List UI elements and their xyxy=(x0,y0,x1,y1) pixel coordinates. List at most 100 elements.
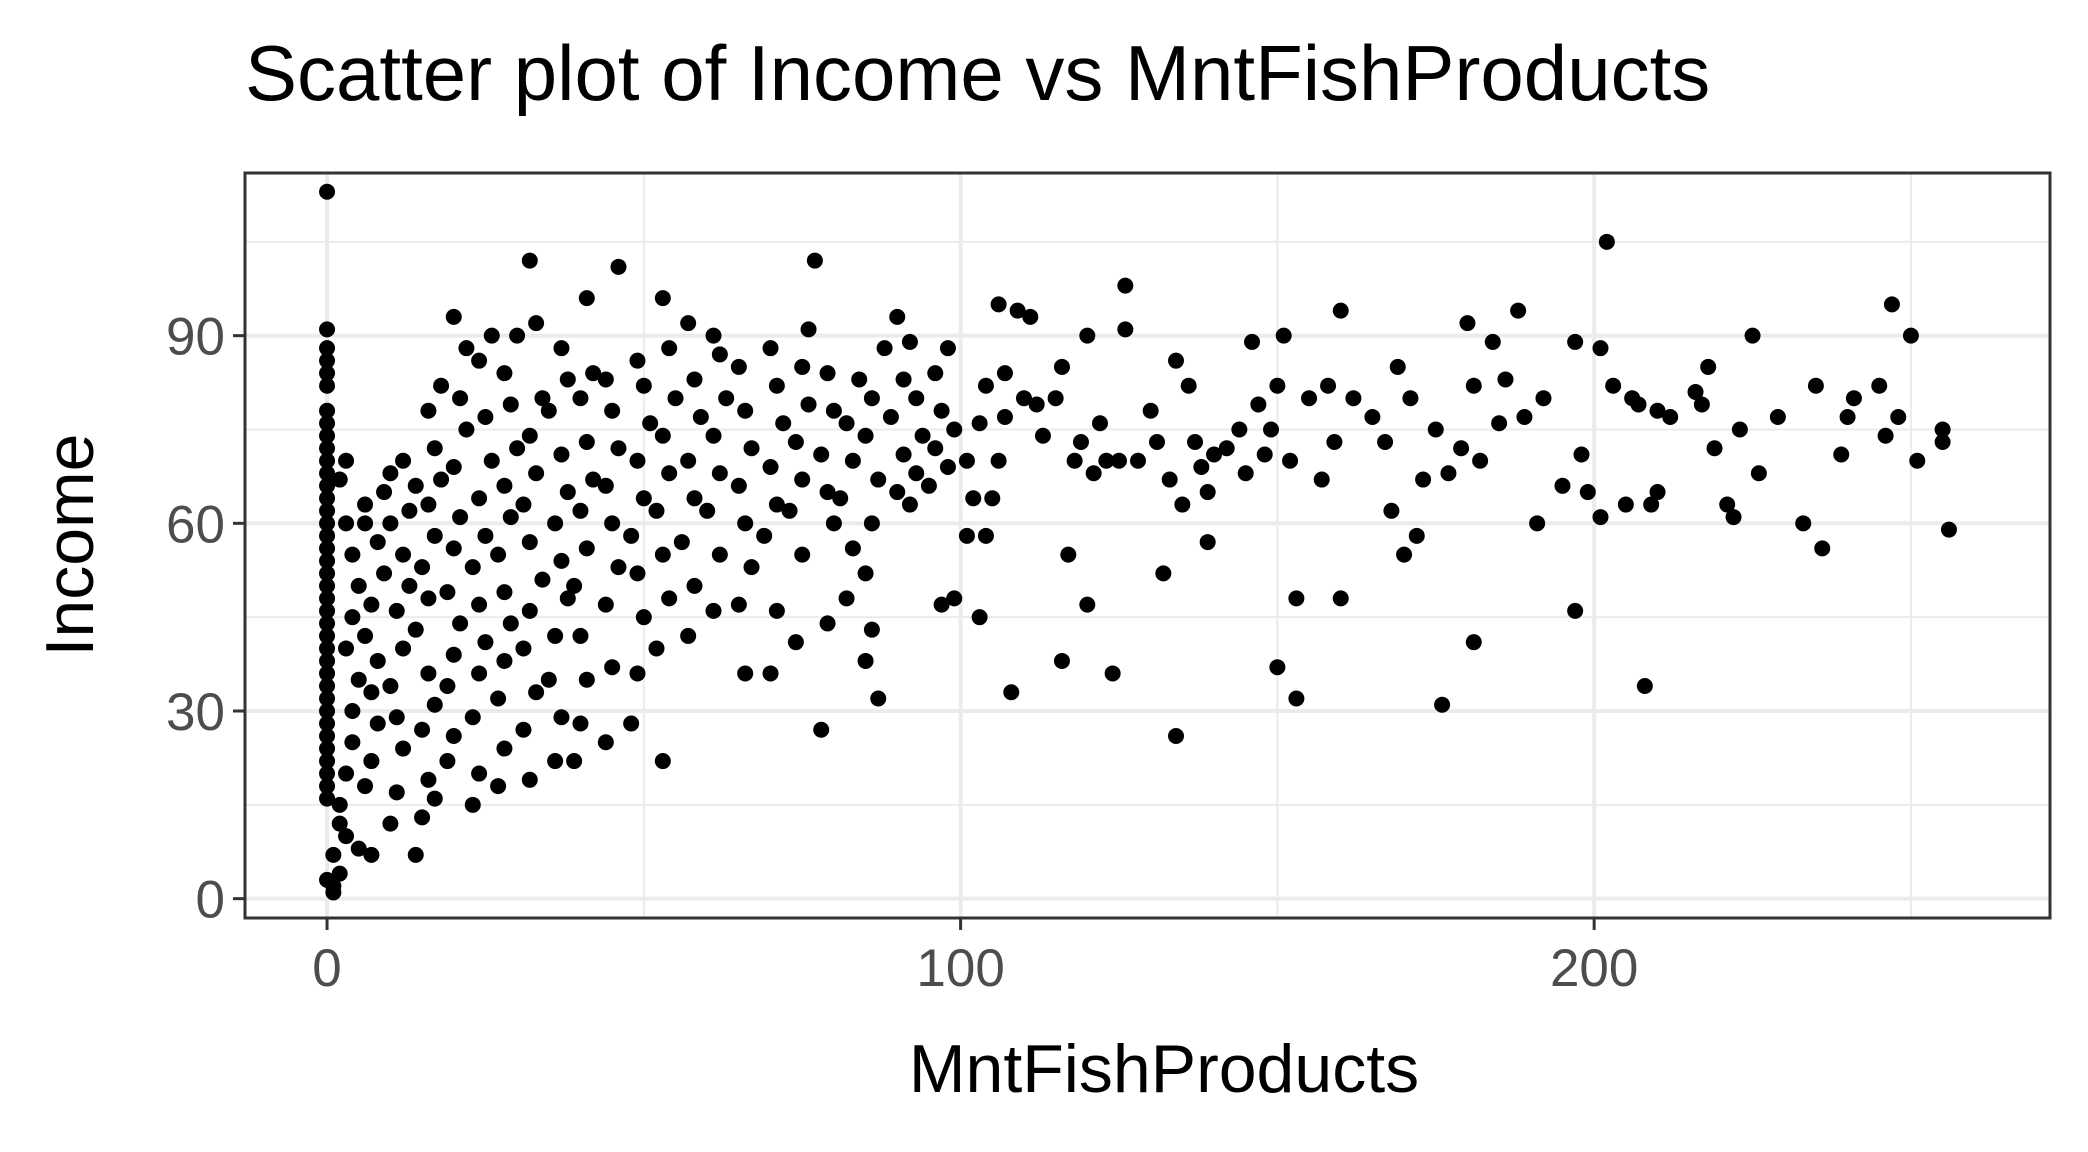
data-point xyxy=(319,340,336,357)
data-point xyxy=(1731,421,1748,438)
data-point xyxy=(1934,421,1951,438)
data-point xyxy=(768,377,785,394)
data-point xyxy=(629,665,646,682)
data-point xyxy=(426,790,443,807)
data-point xyxy=(509,440,526,457)
grid-lines xyxy=(245,173,2050,918)
data-point xyxy=(1003,684,1020,701)
data-point xyxy=(1250,396,1267,413)
data-point xyxy=(464,796,481,813)
data-point xyxy=(458,421,475,438)
data-point xyxy=(1345,390,1362,407)
data-point xyxy=(1142,402,1159,419)
data-point xyxy=(572,715,589,732)
data-point xyxy=(496,740,513,757)
data-point xyxy=(331,471,348,488)
data-point xyxy=(1687,383,1704,400)
data-point xyxy=(1649,484,1666,501)
data-point xyxy=(319,402,336,419)
data-point xyxy=(572,627,589,644)
data-point xyxy=(319,615,336,632)
x-tick-label: 100 xyxy=(916,939,1004,998)
data-point xyxy=(1845,390,1862,407)
data-point xyxy=(629,452,646,469)
x-tick-label: 200 xyxy=(1550,939,1638,998)
data-point xyxy=(331,815,348,832)
data-point xyxy=(1459,315,1476,332)
data-point xyxy=(927,440,944,457)
data-point xyxy=(870,471,887,488)
data-point xyxy=(566,753,583,770)
data-point xyxy=(388,784,405,801)
data-point xyxy=(1573,446,1590,463)
data-point xyxy=(553,446,570,463)
data-point xyxy=(350,671,367,688)
data-point xyxy=(939,459,956,476)
data-point xyxy=(547,515,564,532)
data-point xyxy=(1554,477,1571,494)
data-point xyxy=(990,296,1007,313)
data-point xyxy=(1909,452,1926,469)
data-point xyxy=(623,527,640,544)
data-point xyxy=(515,721,532,738)
data-point xyxy=(445,540,462,557)
data-point xyxy=(540,402,557,419)
data-point xyxy=(382,815,399,832)
data-point xyxy=(319,765,336,782)
data-point xyxy=(1377,433,1394,450)
data-point xyxy=(521,602,538,619)
data-point xyxy=(737,515,754,532)
data-point xyxy=(851,371,868,388)
data-point xyxy=(768,602,785,619)
x-tick-label: 0 xyxy=(312,939,341,998)
data-point xyxy=(319,477,336,494)
data-point xyxy=(857,565,874,582)
data-point xyxy=(572,390,589,407)
data-point xyxy=(1408,527,1425,544)
data-point xyxy=(908,390,925,407)
data-point xyxy=(420,402,437,419)
data-point xyxy=(401,502,418,519)
data-point xyxy=(838,590,855,607)
data-point xyxy=(1155,565,1172,582)
data-point xyxy=(686,577,703,594)
data-point xyxy=(433,471,450,488)
data-point xyxy=(338,765,355,782)
data-point xyxy=(1883,296,1900,313)
data-point xyxy=(407,477,424,494)
data-point xyxy=(1066,452,1083,469)
data-point xyxy=(464,709,481,726)
data-point xyxy=(1890,408,1907,425)
data-point xyxy=(502,509,519,526)
data-point xyxy=(838,415,855,432)
data-point xyxy=(1465,634,1482,651)
data-point xyxy=(319,652,336,669)
data-point xyxy=(705,602,722,619)
plot-panel xyxy=(245,173,2050,918)
data-point xyxy=(977,377,994,394)
data-point xyxy=(319,627,336,644)
data-point xyxy=(319,321,336,338)
data-point xyxy=(559,484,576,501)
data-point xyxy=(958,527,975,544)
data-point xyxy=(496,652,513,669)
data-point xyxy=(920,477,937,494)
data-point xyxy=(1472,452,1489,469)
data-point xyxy=(870,690,887,707)
data-point xyxy=(958,452,975,469)
data-point xyxy=(445,646,462,663)
data-point xyxy=(1180,377,1197,394)
data-point xyxy=(1725,509,1742,526)
data-point xyxy=(1256,446,1273,463)
data-point xyxy=(1332,302,1349,319)
data-point xyxy=(629,565,646,582)
data-point xyxy=(743,440,760,457)
data-point xyxy=(1662,408,1679,425)
data-point xyxy=(395,640,412,657)
data-point xyxy=(319,740,336,757)
data-point xyxy=(1149,433,1166,450)
data-point xyxy=(1269,377,1286,394)
data-point xyxy=(1902,327,1919,344)
data-point xyxy=(604,402,621,419)
data-point xyxy=(1288,590,1305,607)
